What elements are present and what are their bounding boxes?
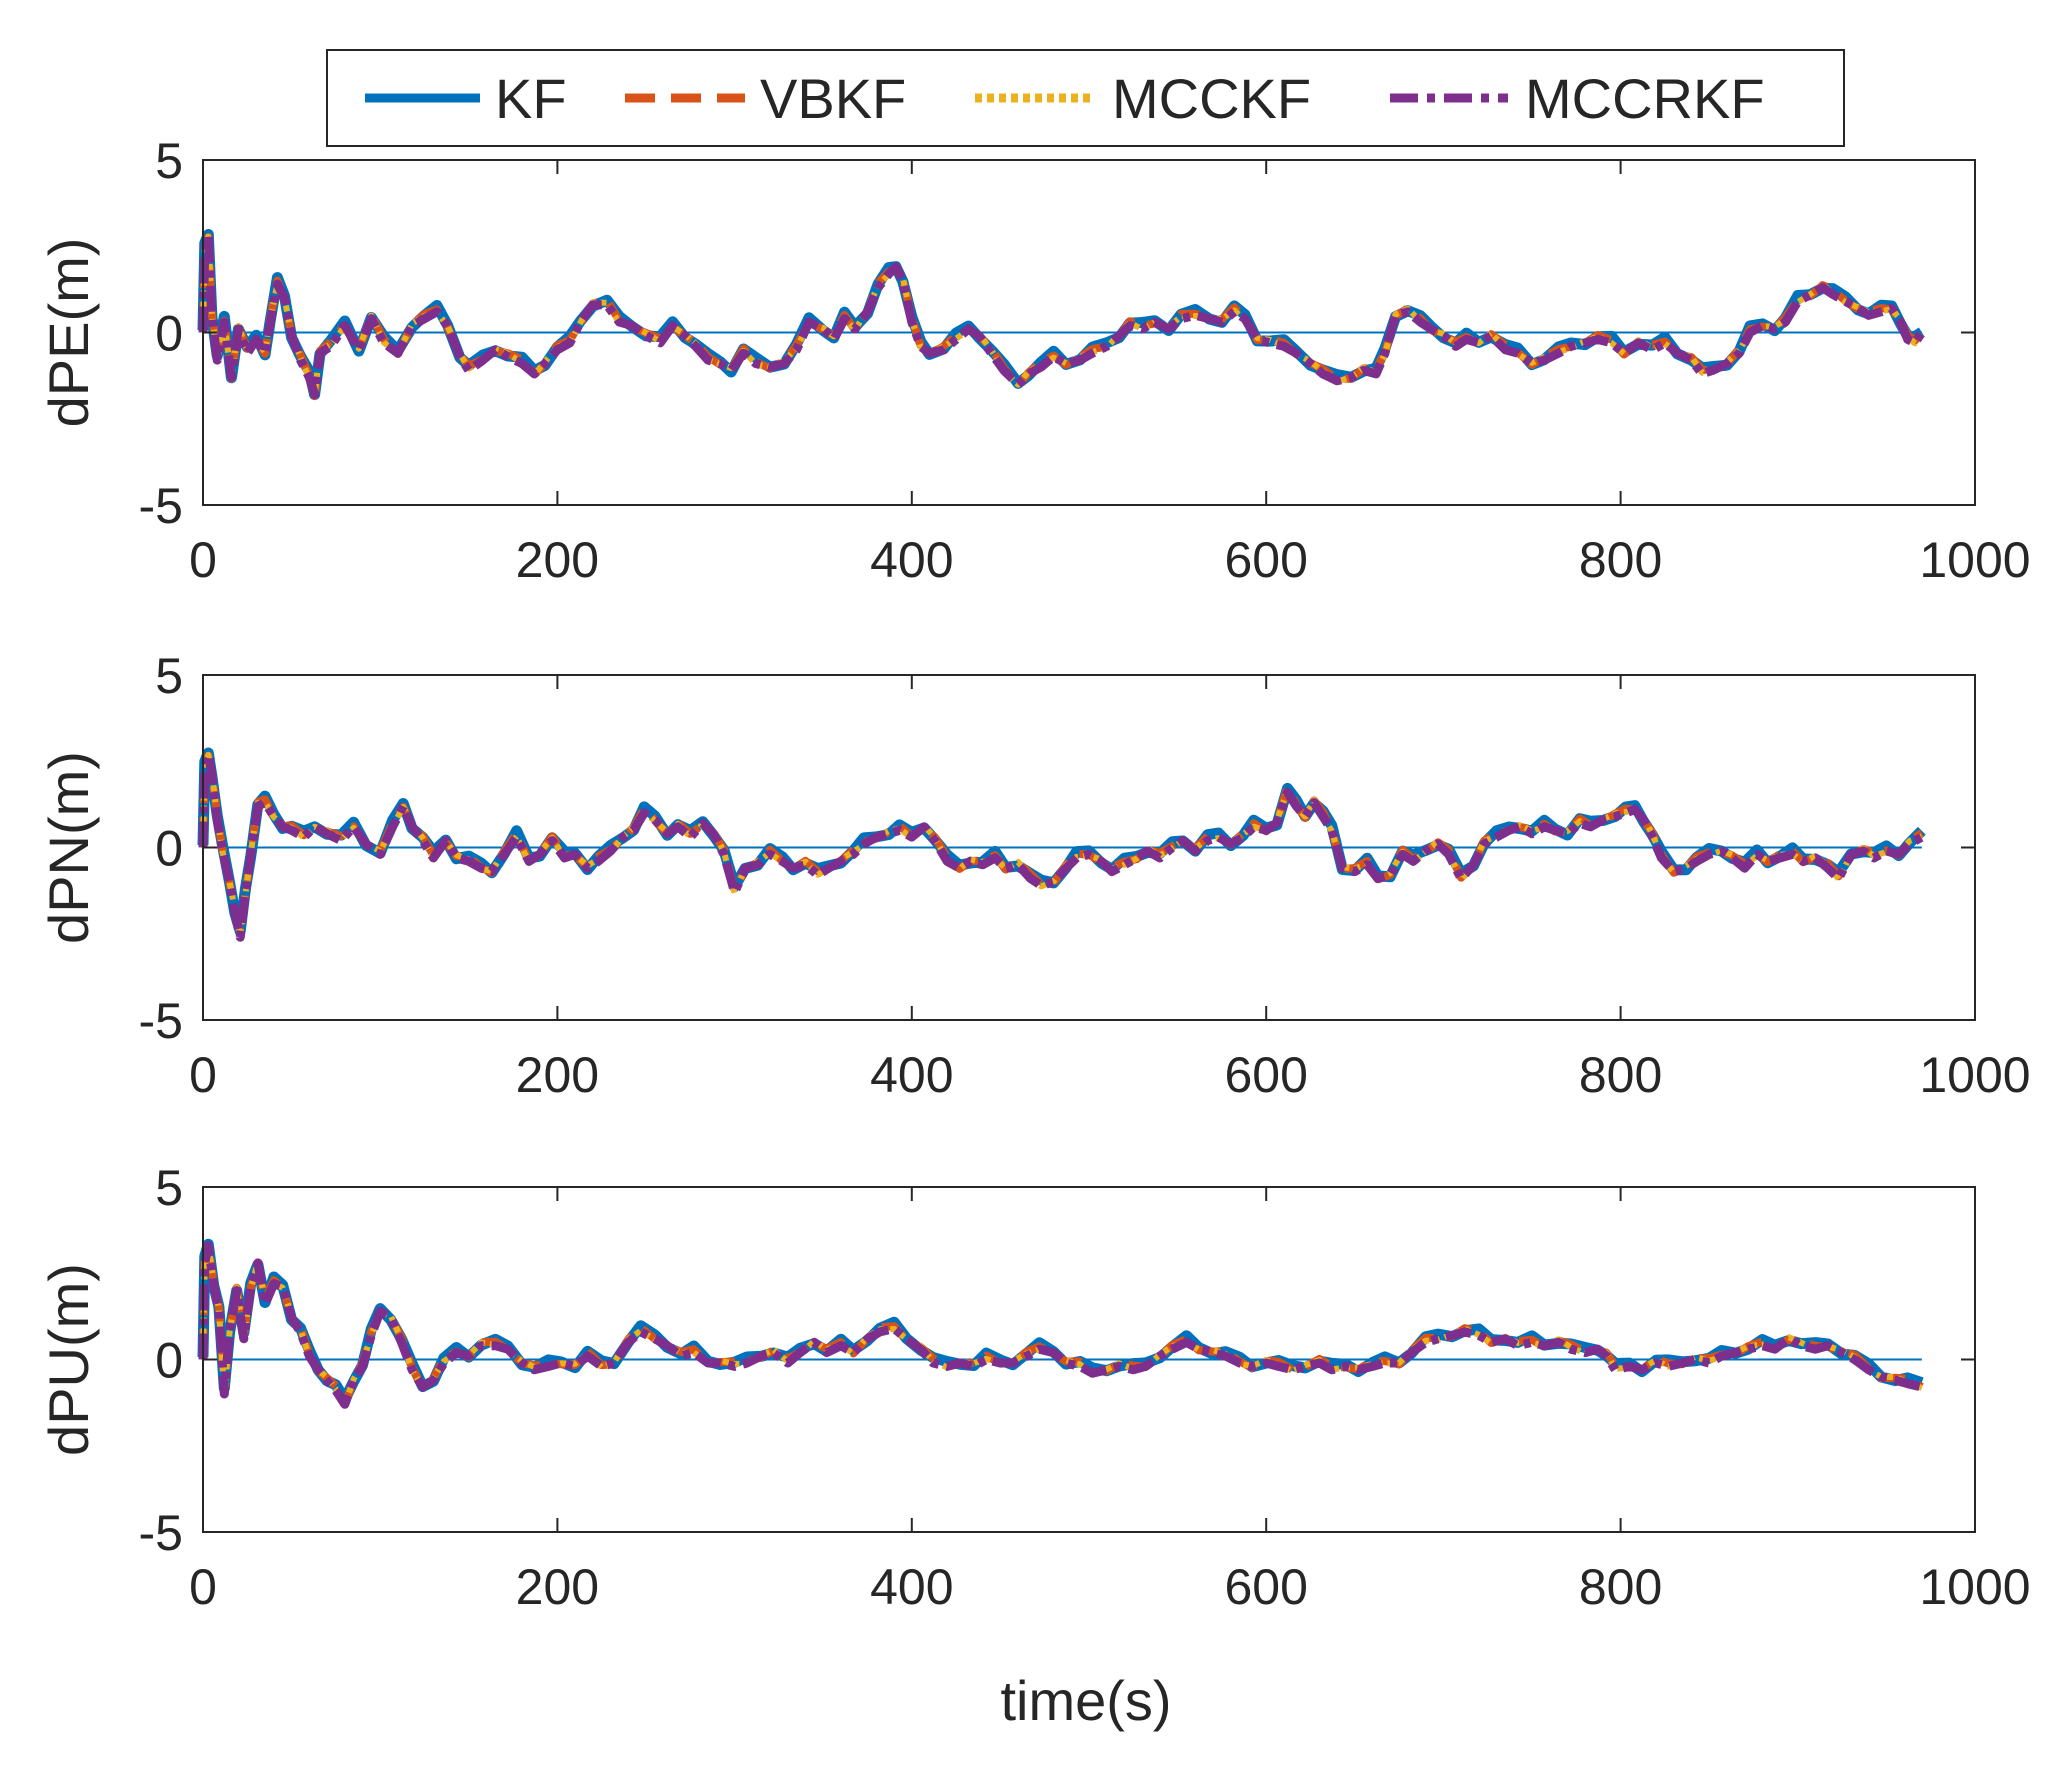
legend-label-kf: KF (495, 67, 567, 130)
legend-label-mcckf: MCCKF (1112, 67, 1311, 130)
y-tick-label: 0 (155, 821, 183, 877)
x-tick-label: 800 (1579, 532, 1662, 588)
x-tick-label: 200 (516, 532, 599, 588)
series-line-mcckf (200, 751, 1923, 939)
legend: KF VBKF MCCKF MCCRKF (326, 49, 1845, 147)
legend-entry-kf: KF (365, 67, 567, 130)
y-tick-label: -5 (139, 1505, 183, 1561)
x-tick-label: 600 (1224, 532, 1307, 588)
y-axis-title: dPU(m) (37, 1263, 100, 1456)
x-tick-label: 1000 (1919, 532, 2030, 588)
x-axis-title: time(s) (1000, 1669, 1171, 1732)
x-tick-label: 0 (189, 1047, 217, 1103)
y-axis-title: dPE(m) (37, 238, 100, 428)
y-tick-label: 0 (155, 1333, 183, 1389)
x-tick-label: 0 (189, 1559, 217, 1615)
y-tick-label: -5 (139, 478, 183, 534)
x-tick-label: 600 (1224, 1559, 1307, 1615)
x-tick-label: 1000 (1919, 1559, 2030, 1615)
x-tick-label: 400 (870, 1047, 953, 1103)
legend-entry-vbkf: VBKF (625, 67, 906, 130)
series-line-mccrkf (198, 231, 1926, 400)
x-tick-label: 600 (1224, 1047, 1307, 1103)
series-line-mccrkf (198, 1241, 1923, 1409)
y-tick-label: 5 (155, 648, 183, 704)
legend-label-mccrkf: MCCRKF (1525, 67, 1765, 130)
y-tick-label: 5 (155, 1160, 183, 1216)
legend-entry-mccrkf: MCCRKF (1390, 67, 1765, 130)
x-tick-label: 800 (1579, 1047, 1662, 1103)
y-tick-label: 5 (155, 133, 183, 189)
x-tick-label: 200 (516, 1559, 599, 1615)
x-tick-label: 1000 (1919, 1047, 2030, 1103)
y-tick-label: 0 (155, 306, 183, 362)
x-tick-label: 400 (870, 532, 953, 588)
x-tick-label: 0 (189, 532, 217, 588)
y-tick-label: -5 (139, 993, 183, 1049)
x-tick-label: 800 (1579, 1559, 1662, 1615)
legend-label-vbkf: VBKF (760, 67, 906, 130)
legend-entry-mcckf: MCCKF (975, 67, 1311, 130)
x-tick-label: 200 (516, 1047, 599, 1103)
y-axis-title: dPN(m) (37, 751, 100, 944)
x-tick-label: 400 (870, 1559, 953, 1615)
series-line-mccrkf (198, 749, 1924, 942)
